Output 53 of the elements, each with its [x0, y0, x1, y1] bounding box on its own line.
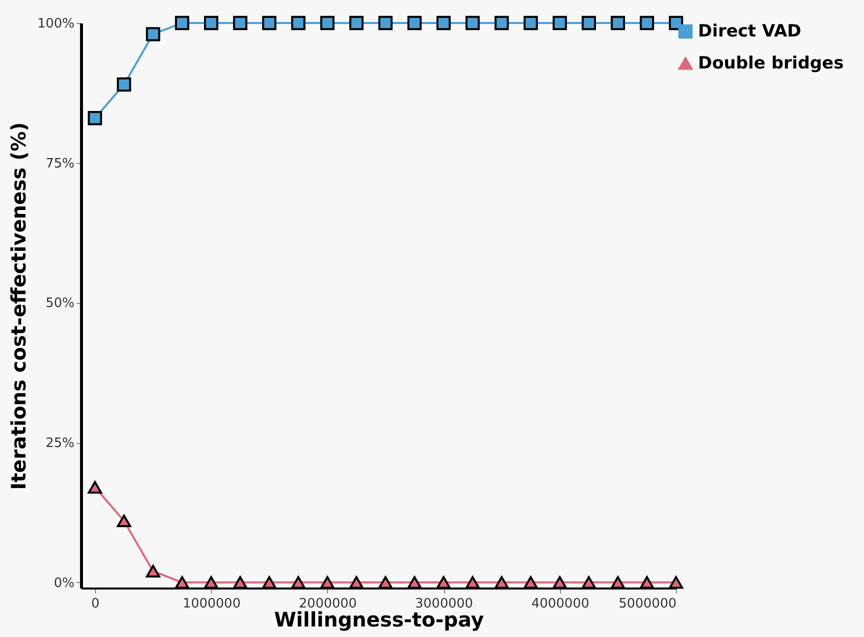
point: [291, 576, 306, 589]
y-tick-label: 75%: [46, 156, 74, 172]
point: [320, 576, 334, 589]
point: [349, 576, 364, 589]
point: [174, 16, 190, 30]
x-tick-label: 0: [91, 596, 100, 612]
y-tick-label: 25%: [46, 436, 74, 452]
point: [582, 576, 596, 589]
point: [204, 576, 218, 589]
x-tick-label: 1000000: [182, 596, 241, 612]
point: [233, 576, 248, 589]
point: [116, 77, 132, 92]
point: [552, 16, 567, 30]
point: [466, 576, 480, 589]
legend-label: Double bridges: [698, 54, 844, 74]
point: [174, 576, 190, 589]
point: [407, 16, 422, 30]
point: [582, 16, 596, 30]
point: [524, 16, 538, 30]
point: [466, 16, 480, 30]
point: [378, 576, 393, 589]
point: [640, 16, 654, 30]
point: [610, 576, 626, 589]
y-tick-label: 50%: [46, 296, 74, 312]
point: [494, 576, 509, 589]
point: [204, 16, 218, 30]
point: [436, 576, 451, 589]
point: [668, 576, 684, 589]
point: [610, 16, 626, 30]
y-tick-label: 0%: [54, 576, 74, 591]
point: [320, 16, 334, 30]
point: [146, 27, 160, 42]
point: [291, 16, 306, 30]
point: [640, 576, 654, 589]
point: [524, 576, 538, 589]
point: [262, 16, 276, 30]
point: [378, 16, 393, 30]
point: [436, 16, 451, 30]
point: [552, 576, 567, 589]
point: [146, 564, 160, 578]
point: [349, 16, 364, 30]
legend-label: Direct VAD: [698, 22, 802, 42]
y-axis-title: Iterations cost-effectiveness (%): [6, 122, 30, 490]
point: [494, 16, 509, 30]
x-tick-label: 5000000: [618, 596, 676, 612]
point: [233, 16, 248, 30]
x-tick-label: 4000000: [531, 596, 590, 612]
point: [88, 481, 102, 494]
point: [407, 576, 422, 589]
point: [88, 110, 102, 126]
y-tick-label: 100%: [37, 16, 74, 32]
point: [262, 576, 276, 589]
point: [116, 514, 132, 528]
